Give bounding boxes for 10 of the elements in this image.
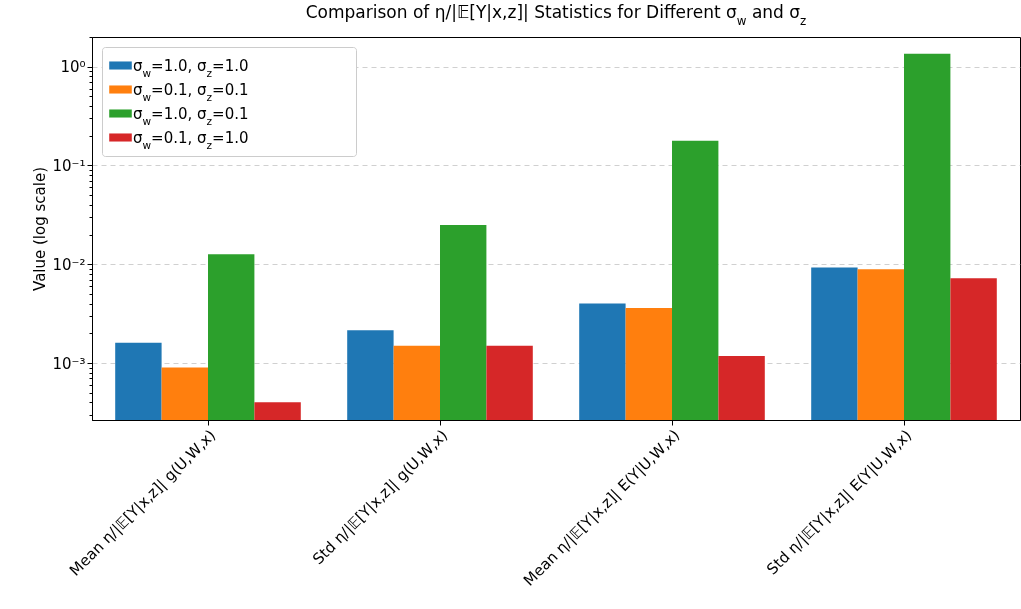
y-tick-label: 10⁻² [52, 255, 86, 274]
legend-label: σ$_{w}$=0.1, σ$_{z}$=1.0 [133, 128, 249, 151]
y-tick-label: 10⁰ [60, 58, 86, 77]
legend-label: σ$_{w}$=1.0, σ$_{z}$=0.1 [133, 104, 249, 127]
y-tick-label: 10⁻³ [52, 354, 86, 373]
legend-label: σ$_{w}$=0.1, σ$_{z}$=0.1 [133, 80, 249, 103]
y-axis-title: Value (log scale) [31, 167, 50, 291]
legend-label: σ$_{w}$=1.0, σ$_{z}$=1.0 [133, 56, 249, 79]
chart-title: Comparison of η/|𝔼[Y|x,z]| Statistics for Different σ$_{w}$ and σ$_{z}$ [305, 2, 807, 28]
y-tick-label: 10⁻¹ [52, 157, 86, 175]
